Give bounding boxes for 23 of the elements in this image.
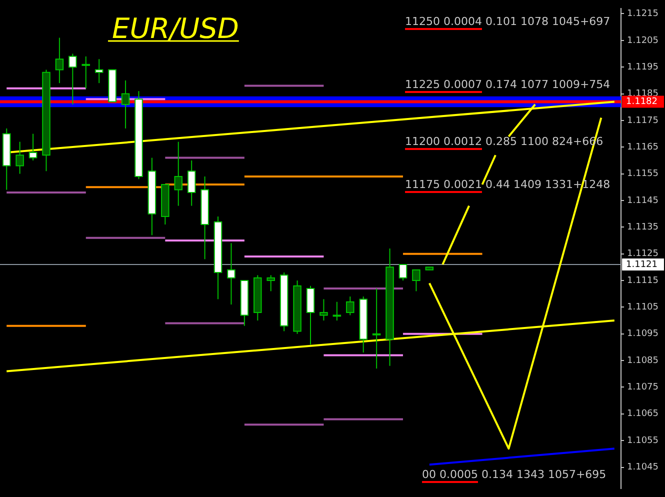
ref-line-label: 1.1182 [626, 97, 658, 108]
y-tick-label: 1.1135 [627, 222, 658, 232]
y-tick-label: 1.1095 [627, 329, 658, 340]
y-tick-label: 1.1105 [627, 302, 658, 313]
y-tick-label: 1.1205 [627, 36, 658, 46]
y-tick-label: 1.1155 [627, 169, 658, 180]
y-tick-label: 1.1065 [627, 409, 658, 420]
y-tick-label: 1.1055 [627, 436, 658, 446]
annotation: 11225 0.0007 0.174 1077 1009+754 [405, 78, 610, 91]
y-tick-label: 1.1115 [627, 276, 658, 286]
annotation: 11250 0.0004 0.101 1078 1045+697 [405, 15, 610, 28]
y-tick-label: 1.1145 [627, 196, 658, 206]
y-tick-label: 1.1125 [627, 249, 658, 260]
y-tick-label: 1.1195 [627, 62, 658, 72]
y-tick-label: 1.1045 [627, 462, 658, 473]
annotation: 00 0.0005 0.134 1343 1057+695 [422, 468, 606, 481]
ref-line-label: 1.1121 [626, 260, 658, 270]
y-tick-label: 1.1165 [627, 142, 658, 152]
y-tick-label: 1.1175 [627, 116, 658, 126]
y-tick-label: 1.1085 [627, 356, 658, 366]
y-tick-label: 1.1215 [627, 9, 658, 20]
chart-title: EUR/USD [112, 12, 239, 45]
y-tick-label: 1.1075 [627, 382, 658, 393]
